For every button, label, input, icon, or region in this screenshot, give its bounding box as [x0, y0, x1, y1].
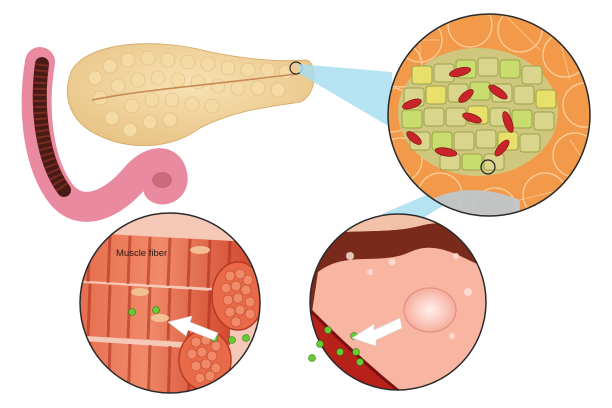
duodenum-opening: [152, 172, 172, 188]
zoom-marker-vessel: [480, 159, 496, 175]
insulin-arrow-vessel: [351, 317, 403, 347]
glucose-dots-vessel: [308, 326, 364, 366]
muscle-cross-section-bottom: [178, 329, 232, 391]
islet-magnified: [387, 13, 591, 217]
insulin-arrow-muscle: [167, 315, 219, 341]
muscle-cross-section-top: [211, 261, 260, 331]
zoom-beam-islet: [298, 64, 395, 130]
vessel-magnified: [308, 213, 487, 391]
cell-nucleus: [403, 287, 457, 333]
pancreatic-duct: [91, 73, 297, 101]
muscle-bundle-back: [80, 232, 250, 290]
duodenum: [21, 47, 188, 222]
duodenum-lumen: [32, 57, 71, 197]
blood-cells: [402, 66, 514, 157]
pancreas: [66, 43, 315, 147]
muscle-magnified: Muscle fiber: [79, 212, 261, 394]
muscle-fiber-label: Muscle fiber: [116, 248, 167, 259]
